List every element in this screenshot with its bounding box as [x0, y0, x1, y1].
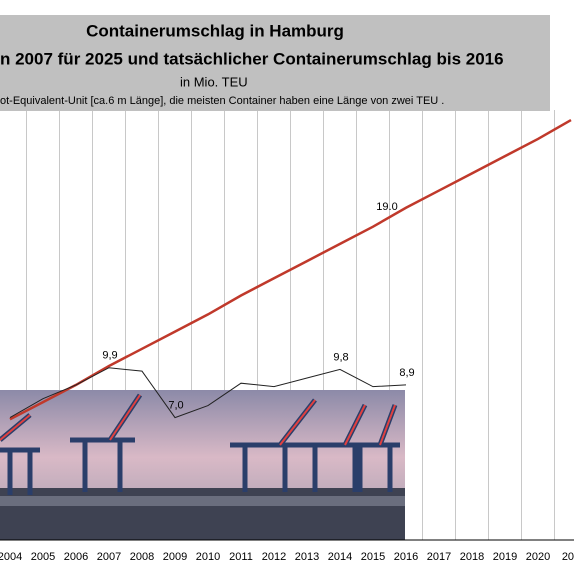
x-tick-label: 2019 [493, 551, 517, 563]
data-label: 8,9 [399, 367, 414, 379]
chart-subtitle: n 2007 für 2025 und tatsächlicher Contai… [0, 49, 504, 68]
data-label: 7,0 [168, 400, 183, 412]
series-line [9, 118, 572, 421]
x-tick-label: 2012 [262, 551, 286, 563]
x-tick-label: 2009 [163, 551, 187, 563]
x-tick-label: 2017 [427, 551, 451, 563]
photo [0, 390, 405, 540]
x-tick-label: 2013 [295, 551, 319, 563]
x-tick-label: 2016 [394, 551, 418, 563]
x-tick-label: 2018 [460, 551, 484, 563]
chart-title: Containerumschlag in Hamburg [86, 21, 344, 40]
x-tick-label: 2008 [130, 551, 154, 563]
data-label: 9,8 [333, 351, 348, 363]
data-label: 9,9 [102, 350, 117, 362]
series-line [9, 367, 407, 419]
unit-note: in Mio. TEU [180, 74, 248, 89]
annotation: 19.0 [376, 201, 397, 213]
x-tick-label: 2011 [229, 551, 253, 563]
x-tick-label: 2004 [0, 551, 22, 563]
x-tick-label: 2015 [361, 551, 385, 563]
x-tick-label: 2014 [328, 551, 352, 563]
title-box [0, 15, 550, 111]
plot: 9,9 7,0 9,8 8,9 [9, 118, 572, 421]
x-tick-label: 2010 [196, 551, 220, 563]
x-tick-label: 2005 [31, 551, 55, 563]
x-tick-label: 2020 [526, 551, 550, 563]
x-tick-label: 2007 [97, 551, 121, 563]
x-tick-label: 202 [562, 551, 574, 563]
footnote: ot-Equivalent-Unit [ca.6 m Länge], die m… [0, 95, 444, 107]
x-tick-label: 2006 [64, 551, 88, 563]
